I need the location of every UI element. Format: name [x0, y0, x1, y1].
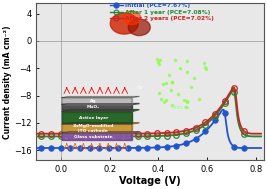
Legend: Initial (PCE=7.67%), After 1 year (PCE=7.08%), After 2 years (PCE=7.02%): Initial (PCE=7.67%), After 1 year (PCE=7…	[110, 3, 214, 21]
X-axis label: Voltage (V): Voltage (V)	[119, 176, 181, 186]
Y-axis label: Current density (mA cm⁻²): Current density (mA cm⁻²)	[3, 25, 13, 139]
